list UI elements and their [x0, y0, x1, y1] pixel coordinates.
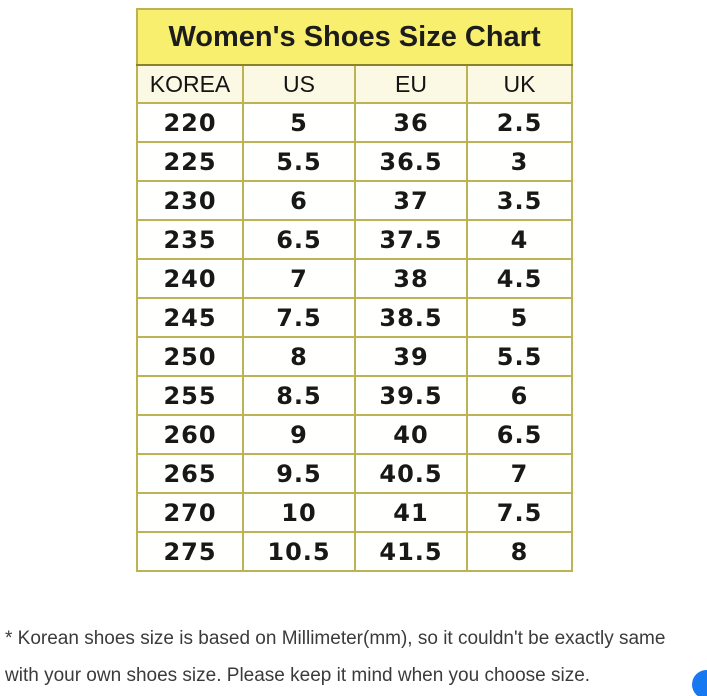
table-cell: 10.5	[242, 531, 356, 572]
table-cell: 6.5	[242, 219, 356, 260]
table-cell: 41	[354, 492, 468, 533]
table-cell: 235	[136, 219, 244, 260]
table-cell: 260	[136, 414, 244, 455]
table-cell: 36.5	[354, 141, 468, 182]
table-cell: 9	[242, 414, 356, 455]
table-cell: 5	[242, 102, 356, 143]
table-row: 230 6 37 3.5	[136, 180, 574, 221]
table-row: 275 10.5 41.5 8	[136, 531, 574, 572]
column-header-uk: UK	[465, 64, 574, 104]
footnote-line-2: with your own shoes size. Please keep it…	[5, 665, 591, 686]
table-cell: 36	[354, 102, 468, 143]
table-cell: 37	[354, 180, 468, 221]
table-row: 225 5.5 36.5 3	[136, 141, 574, 182]
table-cell: 6	[242, 180, 356, 221]
table-cell: 6	[465, 375, 574, 416]
table-cell: 250	[136, 336, 244, 377]
table-row: 235 6.5 37.5 4	[136, 219, 574, 260]
table-cell: 39.5	[354, 375, 468, 416]
table-row: 260 9 40 6.5	[136, 414, 574, 455]
table-cell: 265	[136, 453, 244, 494]
table-cell: 240	[136, 258, 244, 299]
table-cell: 8.5	[242, 375, 356, 416]
table-row: 220 5 36 2.5	[136, 102, 574, 143]
table-cell: 10	[242, 492, 356, 533]
shoe-size-chart: Women's Shoes Size Chart KOREA US EU UK …	[135, 8, 574, 572]
table-cell: 7.5	[242, 297, 356, 338]
table-cell: 8	[242, 336, 356, 377]
table-cell: 38.5	[354, 297, 468, 338]
table-cell: 7	[242, 258, 356, 299]
table-cell: 3	[465, 141, 574, 182]
table-cell: 40	[354, 414, 468, 455]
table-row: 245 7.5 38.5 5	[136, 297, 574, 338]
table-cell: 4	[465, 219, 574, 260]
size-table-body: 220 5 36 2.5 225 5.5 36.5 3 230 6 37 3.5 235 6.5 37.5 4…	[136, 102, 574, 572]
footnote-line-1: * Korean shoes size is based on Millimet…	[5, 628, 666, 649]
table-cell: 255	[136, 375, 244, 416]
column-header-korea: KOREA	[136, 64, 244, 104]
table-cell: 275	[136, 531, 244, 572]
column-header-eu: EU	[354, 64, 468, 104]
chat-fab-icon[interactable]	[692, 670, 707, 696]
table-cell: 41.5	[354, 531, 468, 572]
table-cell: 39	[354, 336, 468, 377]
column-header-us: US	[242, 64, 356, 104]
table-cell: 8	[465, 531, 574, 572]
table-cell: 6.5	[465, 414, 574, 455]
table-cell: 3.5	[465, 180, 574, 221]
table-cell: 4.5	[465, 258, 574, 299]
table-cell: 7	[465, 453, 574, 494]
table-row: 265 9.5 40.5 7	[136, 453, 574, 494]
table-cell: 220	[136, 102, 244, 143]
chart-title: Women's Shoes Size Chart	[135, 8, 574, 66]
table-cell: 38	[354, 258, 468, 299]
header-row: KOREA US EU UK	[136, 64, 574, 104]
table-cell: 9.5	[242, 453, 356, 494]
table-row: 250 8 39 5.5	[136, 336, 574, 377]
table-row: 270 10 41 7.5	[136, 492, 574, 533]
title-row: Women's Shoes Size Chart	[135, 8, 574, 66]
table-cell: 37.5	[354, 219, 468, 260]
table-cell: 230	[136, 180, 244, 221]
table-cell: 5.5	[242, 141, 356, 182]
footnote: * Korean shoes size is based on Millimet…	[5, 620, 705, 694]
table-cell: 245	[136, 297, 244, 338]
table-cell: 5	[465, 297, 574, 338]
table-row: 240 7 38 4.5	[136, 258, 574, 299]
table-cell: 270	[136, 492, 244, 533]
table-cell: 225	[136, 141, 244, 182]
table-cell: 40.5	[354, 453, 468, 494]
table-cell: 7.5	[465, 492, 574, 533]
table-cell: 2.5	[465, 102, 574, 143]
table-cell: 5.5	[465, 336, 574, 377]
table-row: 255 8.5 39.5 6	[136, 375, 574, 416]
